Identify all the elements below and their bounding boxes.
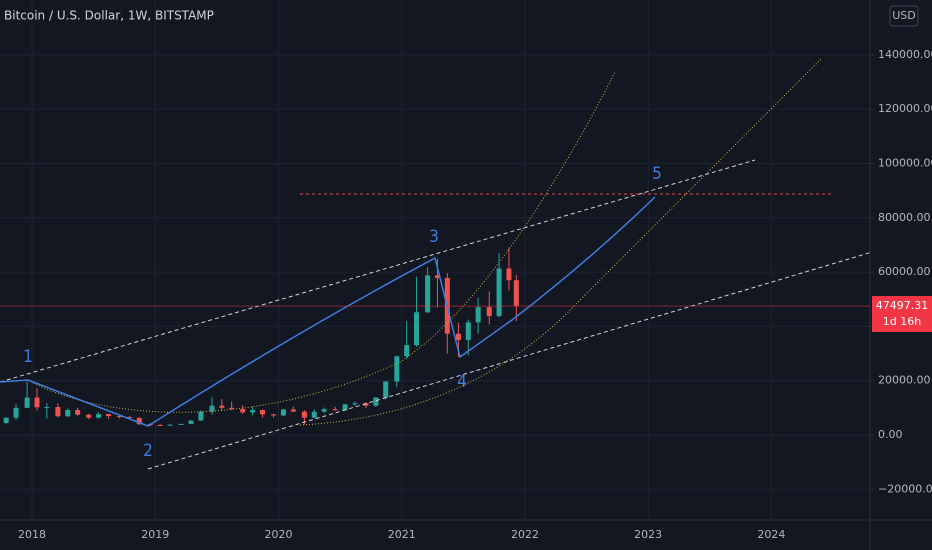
candle-body — [455, 333, 461, 340]
candle-body — [3, 417, 9, 424]
candle-body — [321, 409, 327, 412]
candle-body — [425, 275, 431, 313]
y-tick-label: 100000.00 — [878, 156, 932, 169]
candle-body — [363, 403, 369, 406]
candle-body — [383, 381, 389, 398]
candle-body — [352, 403, 358, 405]
dotted-curve — [299, 57, 823, 426]
wave-label: 4 — [457, 372, 467, 392]
candle-body — [117, 416, 123, 418]
candle-body — [290, 409, 296, 412]
candle-body — [465, 322, 471, 340]
wave-label: 5 — [652, 164, 662, 184]
wave-label: 2 — [143, 441, 153, 461]
candle-body — [271, 414, 277, 416]
candle-body — [75, 410, 81, 415]
candle-body — [301, 411, 307, 418]
price-tag-countdown: 1d 16h — [883, 315, 921, 328]
wave-label: 3 — [429, 227, 439, 247]
candle-body — [475, 307, 481, 323]
candle-body — [44, 407, 50, 409]
candle-body — [198, 411, 204, 421]
y-tick-label: 120000.00 — [878, 102, 932, 115]
candle-body — [373, 397, 379, 406]
dotted-curve — [27, 71, 616, 413]
chart-title: Bitcoin / U.S. Dollar, 1W, BITSTAMP — [4, 9, 214, 23]
x-tick-label: 2019 — [141, 528, 169, 541]
upper-channel — [0, 159, 756, 383]
candle-body — [506, 268, 512, 281]
candle-body — [157, 424, 163, 426]
y-tick-label: −20000.00 — [878, 482, 932, 495]
drawings — [0, 57, 873, 470]
grid — [0, 0, 870, 520]
candle-body — [404, 345, 410, 357]
y-tick-label: 80000.00 — [878, 211, 931, 224]
candle-body — [65, 410, 71, 417]
candle-body — [34, 397, 40, 408]
y-tick-label: 0.00 — [878, 428, 903, 441]
x-tick-label: 2024 — [757, 528, 785, 541]
candle-body — [55, 407, 61, 417]
currency-button[interactable] — [889, 5, 919, 27]
candle-body — [311, 411, 317, 418]
candle-body — [486, 307, 492, 317]
candle-body — [105, 414, 111, 416]
candle-body — [24, 397, 30, 408]
candle-body — [209, 405, 215, 412]
candle-body — [496, 268, 502, 317]
currency[interactable]: USD — [892, 9, 916, 22]
candle-body — [229, 407, 235, 409]
x-tick-label: 2023 — [634, 528, 662, 541]
candle-body — [13, 407, 19, 418]
x-tick-label: 2022 — [511, 528, 539, 541]
candle-body — [240, 408, 246, 413]
candle-body — [342, 404, 348, 411]
candle-body — [280, 409, 286, 416]
candle-body — [513, 280, 519, 307]
candle-body — [259, 410, 265, 415]
candle-body — [332, 409, 338, 411]
wave-labels: 1 2 3 4 5 — [23, 164, 662, 461]
candle-body — [178, 423, 184, 425]
candle-body — [250, 410, 256, 413]
wave-label: 1 — [23, 347, 33, 367]
candle-body — [86, 414, 92, 418]
x-tick-label: 2020 — [264, 528, 292, 541]
candle-body — [394, 356, 400, 382]
candle-body — [136, 417, 142, 425]
y-tick-label: 140000.00 — [878, 48, 932, 61]
x-tick-label: 2021 — [388, 528, 416, 541]
x-tick-label: 2018 — [18, 528, 46, 541]
candle-body — [219, 405, 225, 408]
candle-body — [414, 312, 420, 346]
candle-body — [188, 420, 194, 424]
candle-body — [126, 417, 132, 419]
candle-body — [434, 275, 440, 279]
candle-body — [167, 424, 173, 426]
wave-path — [0, 196, 656, 427]
y-tick-label: 60000.00 — [878, 265, 931, 278]
price-tag — [872, 296, 932, 333]
price-tag-value: 47497.31 — [876, 299, 929, 312]
y-tick-label: 20000.00 — [878, 374, 931, 387]
candle-body — [96, 414, 102, 418]
